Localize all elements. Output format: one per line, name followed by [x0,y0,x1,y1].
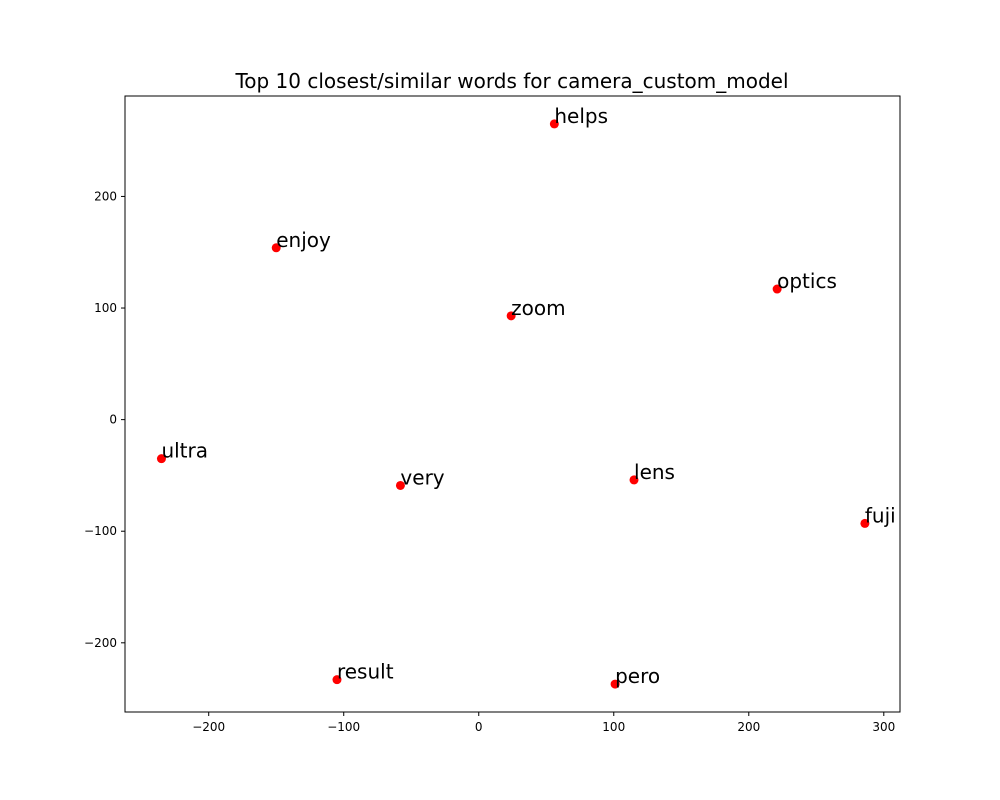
data-point-helps [549,119,559,129]
y-axis: −200 −100 0 100 200 [84,189,125,650]
point-label-zoom: zoom [511,296,565,320]
data-point-fuji [860,518,870,528]
plot-frame [124,95,901,713]
point-label-pero: pero [615,664,660,688]
x-axis: −200 −100 0 100 200 300 [192,712,895,734]
y-tick-label: 200 [94,189,117,203]
x-tick-label: 300 [872,720,895,734]
x-tick-label: 0 [475,720,483,734]
y-tick-label: 100 [94,301,117,315]
data-point-pero [610,679,620,689]
data-point-ultra [156,454,166,464]
point-label-ultra: ultra [161,439,208,463]
y-tick-label: 0 [109,413,117,427]
data-point-result [332,675,342,685]
x-tick-label: −200 [192,720,225,734]
data-point-optics [772,284,782,294]
point-label-fuji: fuji [865,503,896,527]
data-points: helps enjoy optics zoom ultra very lens fuji res… [156,104,896,689]
data-point-lens [629,475,639,485]
point-label-optics: optics [777,269,837,293]
data-point-zoom [506,311,516,321]
x-tick-label: −100 [327,720,360,734]
point-label-enjoy: enjoy [276,228,331,252]
point-label-helps: helps [554,104,608,128]
point-label-very: very [400,465,444,489]
data-point-very [395,480,405,490]
data-point-enjoy [271,243,281,253]
x-tick-label: 100 [602,720,625,734]
point-label-lens: lens [634,460,675,484]
x-tick-label: 200 [737,720,760,734]
y-tick-label: −100 [84,524,117,538]
chart-title: Top 10 closest/similar words for camera_… [234,69,788,93]
point-label-result: result [337,660,394,684]
y-tick-label: −200 [84,636,117,650]
